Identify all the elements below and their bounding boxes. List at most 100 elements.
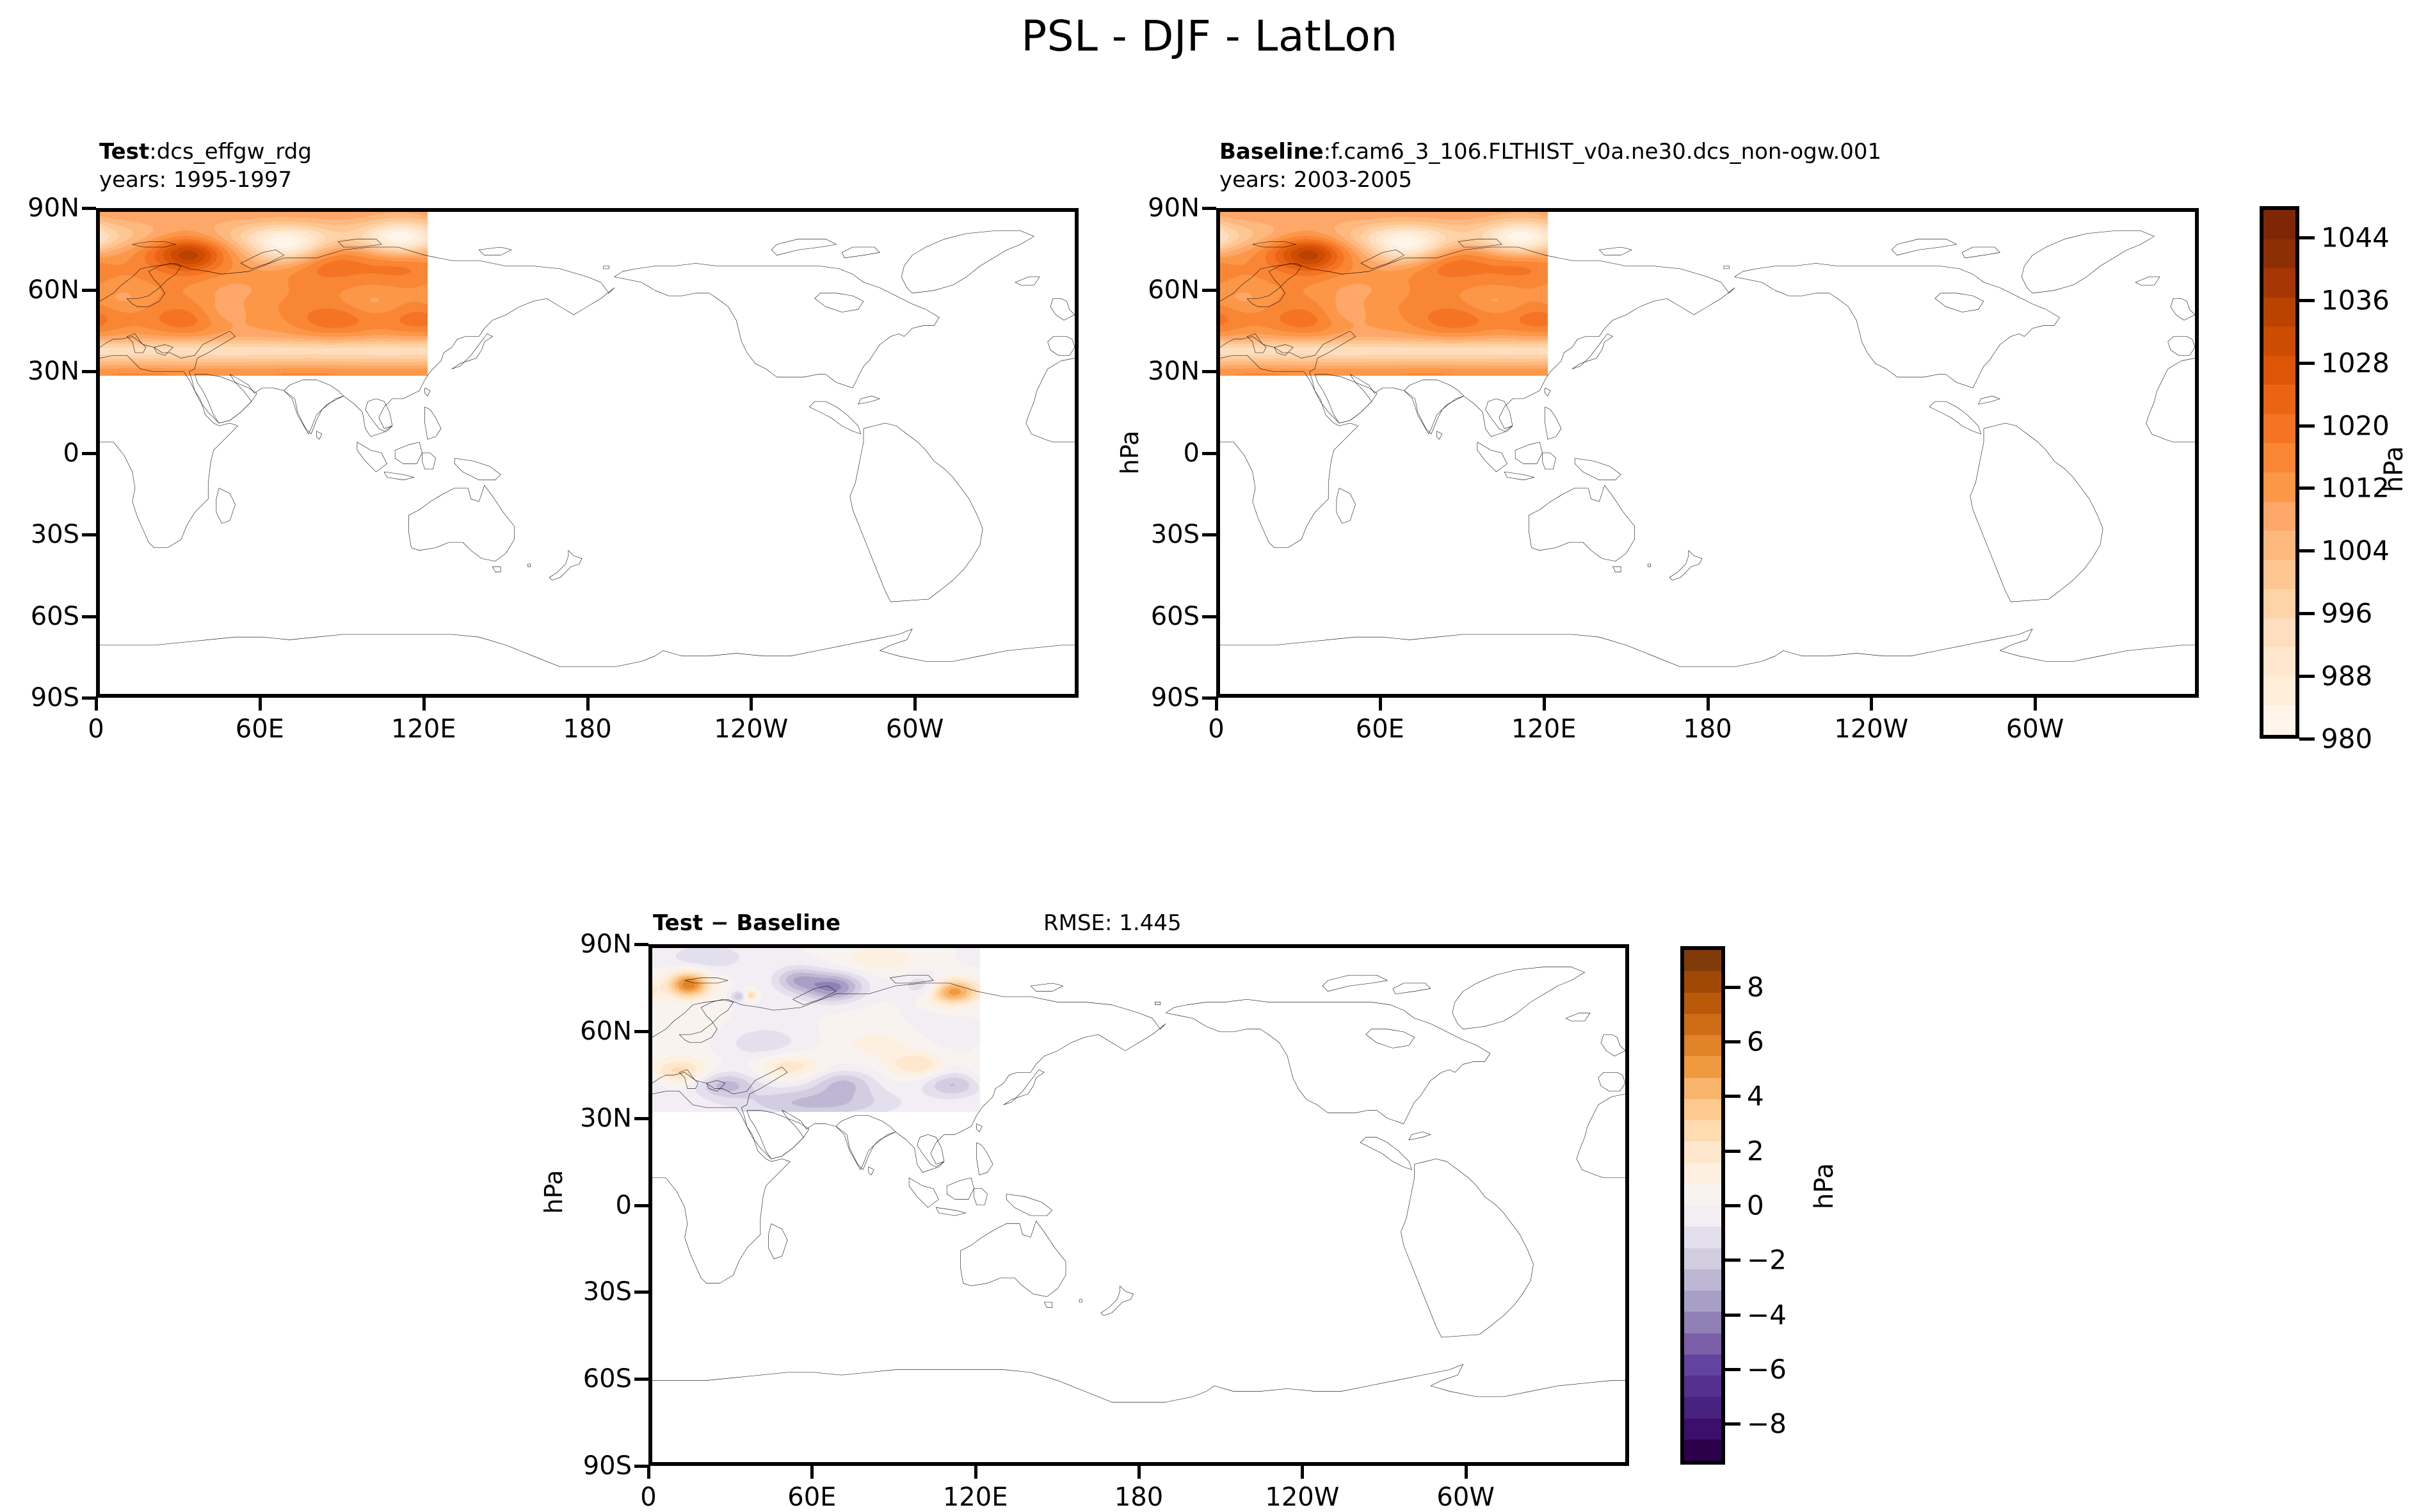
coastline-path [1970,423,2103,602]
ytick-label-60S: 60S [30,601,79,631]
colorbar-band [2263,297,2295,327]
colorbar-tick-mark [2299,487,2315,490]
ytick-mark [1202,288,1216,292]
xtick-label-180: 180 [1683,714,1732,744]
panel-baseline-ylabel: hPa [1116,430,1144,475]
coastline-path [836,1116,896,1170]
colorbar-tick-mark [1725,1204,1740,1207]
coastlines-test [100,212,1075,694]
xtick-label-0: 0 [1208,714,1225,744]
ytick-label-90N: 90N [1148,193,1200,223]
coastline-path [652,983,1166,1173]
coastline-path [216,488,236,524]
colorbar-band [1684,971,1721,993]
coastline-path [1892,239,1957,255]
ytick-label-30N: 30N [1148,357,1200,386]
ytick-mark [634,1465,648,1468]
coastline-path [1515,442,1542,464]
coastline-path [747,1110,809,1159]
colorbar-band [1684,1162,1721,1184]
coastline-path [1962,247,2000,258]
colorbar-band [2263,589,2295,618]
coastline-path [679,1070,698,1089]
coastline-path [1545,407,1561,440]
colorbar-band [1684,1077,1721,1099]
coastline-path [1050,298,1075,320]
map-test[interactable] [96,208,1079,698]
colorbar-band [2263,531,2295,560]
ytick-label-0: 0 [1183,438,1200,468]
coastline-path [1166,999,1490,1123]
coastline-path [685,977,728,983]
ytick-label-60S: 60S [1150,601,1200,631]
coastline-path [604,266,609,269]
xtick-mark [422,698,426,711]
colorbar-band [1684,1248,1721,1269]
colorbar-tick-mark [2299,236,2315,239]
coastline-path [1735,263,2060,388]
xtick-mark [810,1466,814,1479]
coastline-path [652,1364,1625,1402]
colorbar-band [1684,992,1721,1014]
xtick-label-60W: 60W [1436,1483,1495,1512]
coastline-path [100,355,238,547]
coastline-path [284,380,344,434]
colorbar-tick-mark [1725,1422,1740,1426]
panel-test-case: dcs_effgw_rdg [156,139,312,165]
coastline-path [133,242,176,247]
xtick-mark [913,698,917,711]
panel-baseline-role: Baseline [1219,139,1324,165]
coastline-path [1337,488,1356,524]
map-difference[interactable] [648,944,1629,1466]
ytick-mark [82,696,96,700]
colorbar-tick-mark [1725,1149,1740,1153]
ytick-label-60N: 60N [580,1016,632,1046]
coastline-path [850,423,983,602]
coastline-path [1031,983,1063,992]
colorbar-band [1684,1333,1721,1355]
coastline-path [1542,453,1555,469]
colorbar-tick-1036: 1036 [2321,284,2390,316]
colorbar-band [1684,1226,1721,1248]
coastline-path [1220,247,1735,437]
colorbar-band [1684,1035,1721,1057]
xtick-label-60W: 60W [885,714,944,744]
coastline-path [1598,1072,1625,1091]
coastline-path [1079,1299,1082,1302]
coastline-path [2135,277,2160,286]
coastline-path [100,247,615,437]
ytick-label-30S: 30S [30,520,79,549]
colorbar-band [1684,1418,1721,1440]
xtick-label-60W: 60W [2005,714,2064,744]
coastline-path [771,239,837,255]
ytick-label-0: 0 [615,1190,632,1220]
coastline-path [1026,358,1075,442]
map-baseline[interactable] [1216,208,2199,698]
colorbar-tick-mark [1725,985,1740,989]
coastline-path [1366,1029,1415,1049]
ytick-mark [634,1116,648,1120]
coastline-path [154,344,173,355]
colorbar-band [1684,1397,1721,1419]
colorbar-band [2263,443,2295,472]
coastline-path [679,999,733,1043]
coastline-path [1044,1302,1052,1307]
panel-baseline-years: years: 2003-2005 [1219,167,1413,193]
coastline-path [652,1091,790,1283]
ytick-mark [1202,451,1216,455]
coastline-path [1015,277,1040,286]
coastline-path [1322,975,1387,991]
xtick-label-180: 180 [563,714,612,744]
ytick-mark [1202,615,1216,618]
panel-baseline-caption: Baseline:f.cam6_3_106.FLTHIST_v0a.ne30.d… [1219,138,1881,194]
xtick-label-120W: 120W [714,714,789,744]
xtick-mark [95,698,98,711]
coastline-path [452,334,492,369]
coastline-path [1458,239,1502,247]
colorbar-band [1684,1184,1721,1205]
xtick-label-60E: 60E [787,1483,837,1512]
coastline-path [1572,334,1612,369]
coastline-path [977,1143,993,1175]
colorbar-band [2263,676,2295,706]
colorbar-tick-1020: 1020 [2321,410,2390,442]
